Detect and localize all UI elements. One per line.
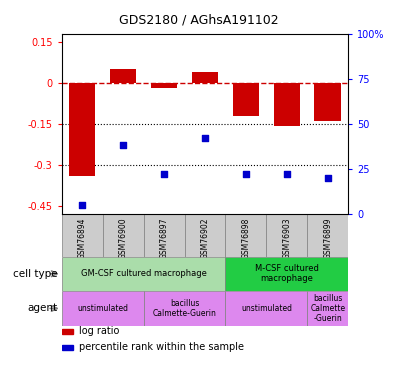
Bar	[225, 214, 266, 257]
Bar	[69, 83, 96, 176]
Bar	[62, 214, 103, 257]
Bar	[62, 345, 73, 350]
Text: GSM76900: GSM76900	[119, 217, 128, 259]
Text: GSM76894: GSM76894	[78, 217, 87, 259]
Bar	[307, 291, 348, 326]
Bar	[266, 214, 307, 257]
Text: unstimulated: unstimulated	[77, 304, 128, 313]
Text: agent: agent	[27, 303, 58, 313]
Point	[202, 135, 208, 141]
Bar	[151, 83, 178, 88]
Point	[284, 171, 290, 177]
Bar	[110, 69, 137, 83]
Text: log ratio: log ratio	[79, 326, 119, 336]
Bar	[307, 214, 348, 257]
Bar	[185, 214, 225, 257]
Text: GSM76898: GSM76898	[242, 217, 250, 259]
Text: GSM76897: GSM76897	[160, 217, 168, 259]
Text: GSM76903: GSM76903	[282, 217, 291, 259]
Bar	[144, 214, 185, 257]
Bar	[314, 83, 341, 121]
Text: GSM76902: GSM76902	[201, 217, 209, 259]
Bar	[192, 72, 218, 83]
Bar	[225, 257, 348, 291]
Bar	[225, 291, 307, 326]
Text: GSM76899: GSM76899	[323, 217, 332, 259]
Text: percentile rank within the sample: percentile rank within the sample	[79, 342, 244, 352]
Text: GM-CSF cultured macrophage: GM-CSF cultured macrophage	[81, 269, 207, 278]
Bar	[232, 83, 259, 116]
Bar	[62, 291, 144, 326]
Text: bacillus
Calmette
-Guerin: bacillus Calmette -Guerin	[310, 294, 345, 323]
Point	[79, 202, 85, 208]
Text: M-CSF cultured
macrophage: M-CSF cultured macrophage	[255, 264, 319, 284]
Point	[161, 171, 167, 177]
Bar	[144, 291, 225, 326]
Bar	[273, 83, 300, 126]
Point	[325, 175, 331, 181]
Text: unstimulated: unstimulated	[241, 304, 292, 313]
Text: cell type: cell type	[13, 269, 58, 279]
Point	[243, 171, 249, 177]
Text: bacillus
Calmette-Guerin: bacillus Calmette-Guerin	[152, 299, 217, 318]
Bar	[62, 329, 73, 334]
Bar	[103, 214, 144, 257]
Bar	[62, 257, 225, 291]
Text: GDS2180 / AGhsA191102: GDS2180 / AGhsA191102	[119, 13, 279, 26]
Point	[120, 142, 126, 148]
